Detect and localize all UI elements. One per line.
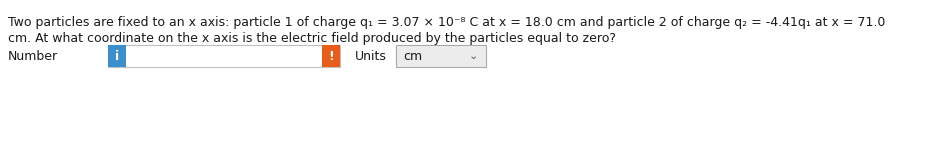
Bar [108, 45, 340, 67]
Text: Units: Units [355, 50, 387, 62]
Bar [108, 45, 126, 67]
Text: cm. At what coordinate on the x axis is the electric field produced by the parti: cm. At what coordinate on the x axis is … [8, 32, 616, 45]
Text: !: ! [328, 50, 334, 62]
Text: Two particles are fixed to an x axis: particle 1 of charge q₁ = 3.07 × 10⁻⁸ C at: Two particles are fixed to an x axis: pa… [8, 16, 885, 29]
Bar [396, 45, 486, 67]
Text: i: i [115, 50, 119, 62]
Text: ⌄: ⌄ [468, 51, 478, 61]
Text: cm: cm [403, 50, 422, 62]
Text: Number: Number [8, 50, 58, 62]
Bar [322, 45, 340, 67]
